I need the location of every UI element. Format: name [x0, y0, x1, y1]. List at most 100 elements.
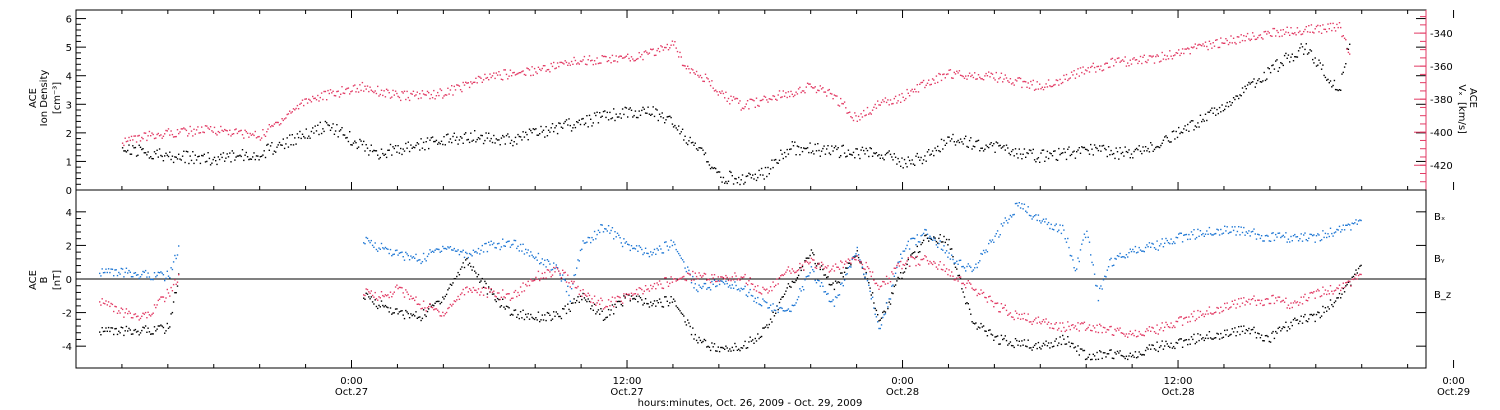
bx-point — [1301, 322, 1304, 324]
x-tick-time: 0:00 — [340, 376, 362, 387]
bz-point — [722, 277, 725, 279]
bx-point — [1234, 327, 1236, 329]
bz-point — [156, 304, 158, 306]
by-point — [865, 273, 867, 275]
bx-point — [1078, 354, 1080, 356]
vx-point — [403, 90, 406, 92]
bz-point — [644, 285, 647, 287]
ion-density-point — [368, 154, 370, 156]
bz-point — [447, 307, 449, 310]
by-point — [379, 248, 381, 250]
bx-point — [831, 284, 833, 286]
by-point — [1244, 234, 1246, 236]
bx-point — [724, 348, 726, 350]
bz-point — [1051, 327, 1054, 329]
bz-point — [849, 259, 851, 262]
ion-density-point — [902, 167, 904, 169]
bz-point — [1232, 303, 1235, 305]
bz-point — [652, 285, 654, 288]
vx-point — [1230, 35, 1232, 37]
by-point — [419, 259, 421, 261]
bz-point — [685, 279, 688, 282]
vx-point — [407, 96, 409, 99]
by-point — [133, 272, 135, 274]
bx-point — [1224, 329, 1226, 332]
ion-density-point — [470, 132, 472, 134]
by-point — [463, 256, 466, 259]
vx-point — [947, 73, 949, 75]
bz-point — [110, 302, 112, 305]
vx-point — [318, 100, 320, 102]
bx-point — [99, 331, 101, 333]
bz-point — [1128, 333, 1130, 335]
by-point — [884, 313, 887, 315]
vx-point — [458, 85, 461, 87]
ion-density-point — [547, 129, 550, 131]
bx-point — [1248, 327, 1250, 330]
bz-point — [639, 287, 642, 290]
by-point — [533, 257, 536, 260]
vx-point — [958, 70, 961, 72]
bz-point — [1079, 323, 1082, 325]
bx-point — [780, 298, 782, 300]
by-point — [880, 324, 883, 326]
by-point — [1169, 242, 1171, 245]
bz-point — [142, 312, 144, 314]
vx-point — [146, 139, 148, 142]
by-point — [1285, 232, 1287, 234]
bz-point — [1235, 307, 1237, 309]
vx-point — [417, 97, 420, 100]
vx-point — [378, 95, 380, 97]
bz-point — [104, 303, 106, 305]
ion-density-point — [789, 148, 791, 151]
bx-point — [759, 336, 762, 338]
by-point — [768, 307, 770, 309]
bx-point — [866, 278, 869, 280]
ion-density-point — [588, 114, 591, 117]
bx-point — [687, 319, 689, 321]
by-point — [773, 309, 776, 311]
vx-point — [176, 129, 179, 131]
ion-density-point — [1286, 57, 1288, 59]
ion-density-point — [773, 159, 776, 161]
vx-point — [271, 124, 273, 127]
by-point — [995, 233, 997, 235]
bz-point — [150, 315, 152, 317]
by-point — [596, 233, 598, 236]
vx-point — [235, 128, 237, 130]
by-point — [495, 247, 497, 249]
vx-point — [332, 90, 334, 92]
by-point — [588, 237, 591, 239]
ion-density-point — [1059, 153, 1061, 156]
bz-point — [1267, 298, 1269, 300]
ion-density-point — [317, 124, 319, 126]
vx-point — [972, 76, 975, 79]
by-point — [797, 296, 800, 298]
bz-point — [961, 282, 963, 285]
bz-point — [1244, 304, 1246, 306]
ion-density-point — [410, 144, 412, 146]
bx-point — [1083, 349, 1086, 352]
vx-point — [827, 89, 829, 92]
by-point — [1133, 251, 1135, 253]
ion-density-point — [898, 161, 901, 163]
bx-point — [167, 327, 170, 329]
by-point — [426, 255, 429, 258]
bx-point — [482, 286, 485, 288]
bz-point — [490, 288, 492, 290]
vx-point — [954, 73, 957, 75]
bx-point — [1181, 346, 1184, 348]
vx-point — [685, 68, 688, 70]
vx-point — [187, 135, 189, 137]
by-point — [1253, 228, 1255, 230]
ion-density-point — [772, 166, 774, 169]
bx-point — [966, 302, 968, 304]
by-point — [1341, 229, 1343, 231]
ion-density-point — [533, 128, 536, 131]
bz-point — [1268, 302, 1270, 305]
by-point — [951, 254, 953, 256]
bz-point — [911, 256, 913, 258]
ion-density-point — [956, 141, 958, 143]
vx-point — [1144, 60, 1147, 63]
bz-point — [1088, 324, 1091, 326]
